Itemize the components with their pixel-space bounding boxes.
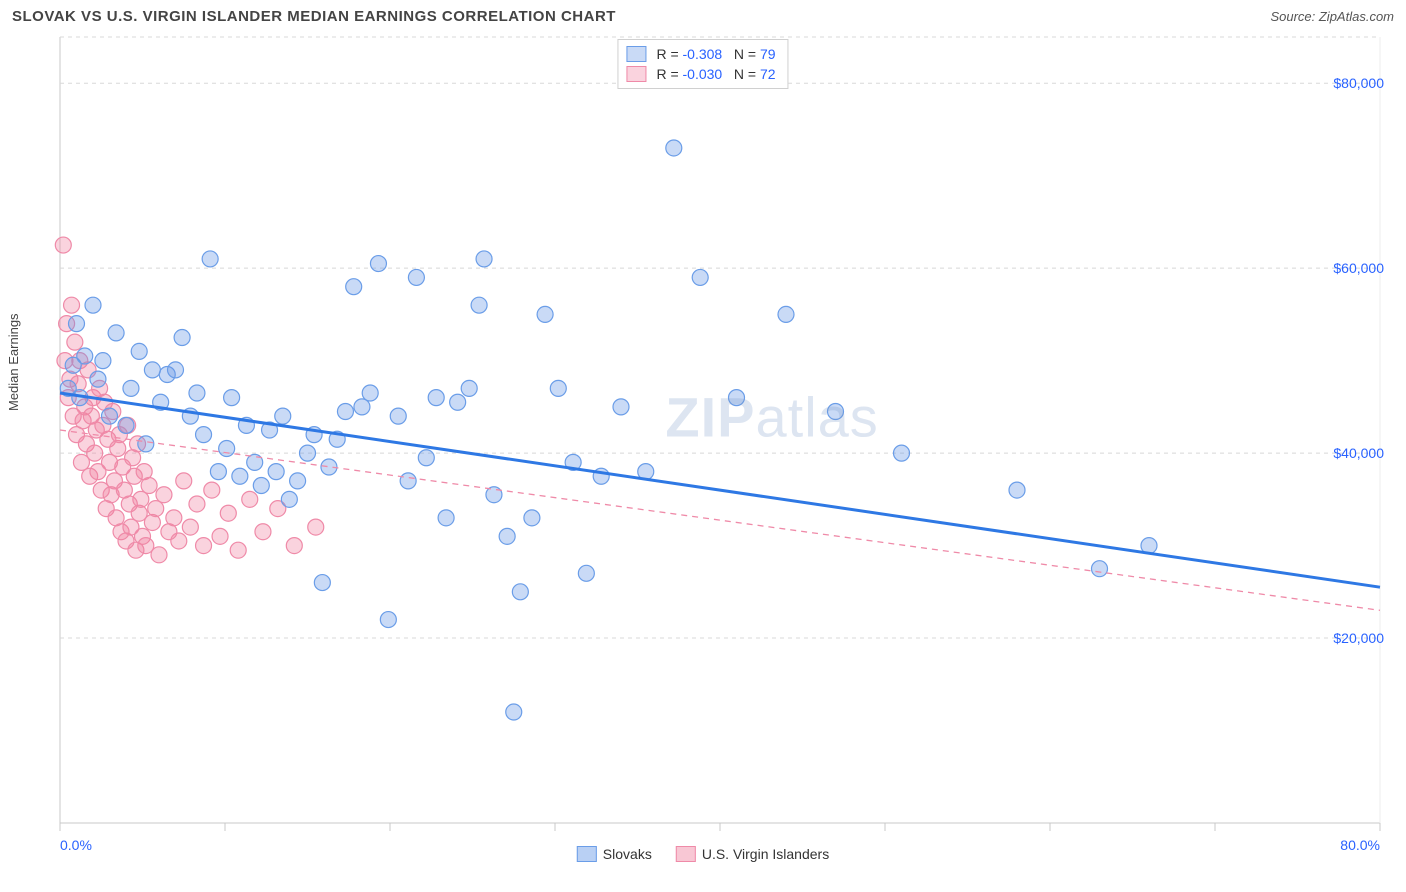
y-tick-label: $40,000	[1333, 445, 1384, 461]
correlation-row: R = -0.030 N = 72	[626, 64, 775, 84]
chart-header: SLOVAK VS U.S. VIRGIN ISLANDER MEDIAN EA…	[12, 8, 1394, 25]
correlation-stats: R = -0.308 N = 79	[656, 46, 775, 62]
chart-title: SLOVAK VS U.S. VIRGIN ISLANDER MEDIAN EA…	[12, 8, 616, 25]
scatter-plot	[12, 31, 1394, 871]
series-legend: Slovaks U.S. Virgin Islanders	[577, 835, 829, 873]
correlation-legend: R = -0.308 N = 79 R = -0.030 N = 72	[617, 39, 788, 89]
chart-source: Source: ZipAtlas.com	[1270, 9, 1394, 24]
legend-item: U.S. Virgin Islanders	[676, 835, 829, 873]
y-tick-label: $80,000	[1333, 75, 1384, 91]
correlation-row: R = -0.308 N = 79	[626, 44, 775, 64]
legend-label: Slovaks	[603, 846, 652, 862]
legend-item: Slovaks	[577, 835, 652, 873]
x-axis-min-label: 0.0%	[60, 837, 92, 853]
legend-swatch	[626, 46, 646, 62]
legend-swatch	[626, 66, 646, 82]
y-tick-label: $20,000	[1333, 630, 1384, 646]
chart-area: Median Earnings ZIPatlas R = -0.308 N = …	[12, 31, 1394, 871]
legend-swatch	[676, 846, 696, 862]
correlation-stats: R = -0.030 N = 72	[656, 66, 775, 82]
legend-label: U.S. Virgin Islanders	[702, 846, 829, 862]
y-tick-label: $60,000	[1333, 260, 1384, 276]
legend-swatch	[577, 846, 597, 862]
y-axis-label: Median Earnings	[6, 313, 21, 411]
x-axis-max-label: 80.0%	[1340, 837, 1380, 853]
